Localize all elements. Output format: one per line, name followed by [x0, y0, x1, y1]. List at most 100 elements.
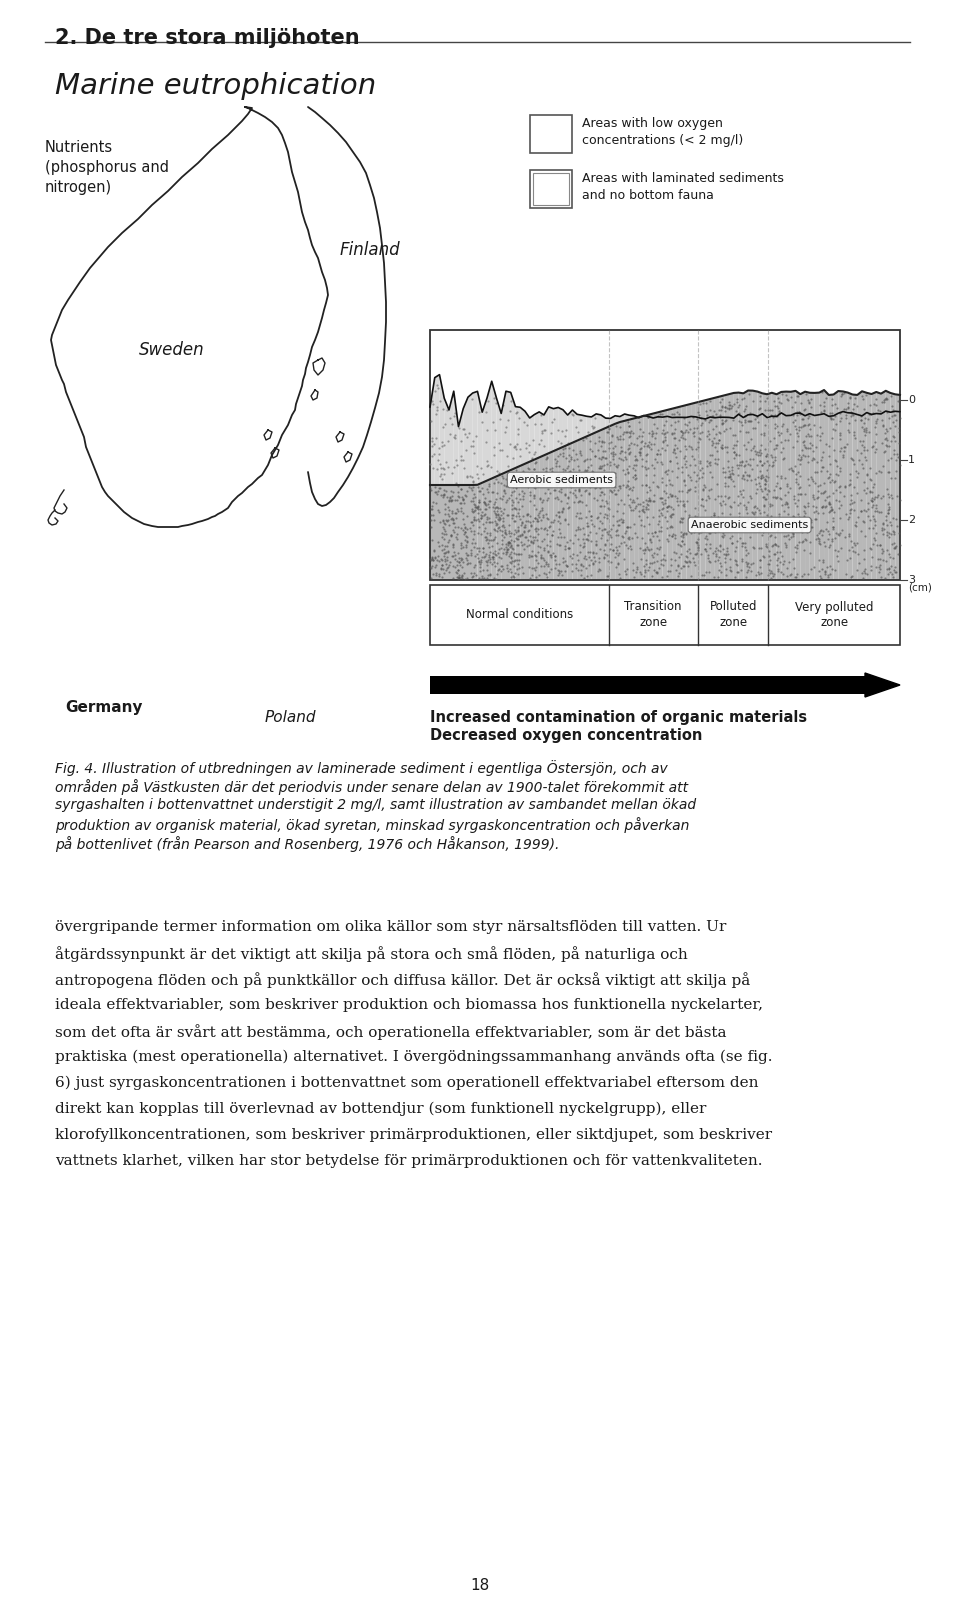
Text: Normal conditions: Normal conditions	[466, 608, 573, 621]
Text: Nutrients
(phosphorus and
nitrogen): Nutrients (phosphorus and nitrogen)	[45, 140, 169, 194]
Polygon shape	[587, 416, 591, 437]
Polygon shape	[477, 392, 482, 485]
Polygon shape	[464, 485, 468, 579]
Polygon shape	[729, 393, 733, 579]
Polygon shape	[672, 408, 677, 579]
Text: 2: 2	[908, 515, 915, 525]
Polygon shape	[606, 425, 611, 579]
Text: övergripande termer information om olika källor som styr närsaltsflöden till vat: övergripande termer information om olika…	[55, 920, 727, 934]
Polygon shape	[567, 443, 572, 579]
Polygon shape	[449, 392, 454, 485]
Polygon shape	[786, 392, 791, 579]
Polygon shape	[577, 414, 582, 441]
Polygon shape	[487, 478, 492, 579]
Polygon shape	[525, 411, 530, 464]
Polygon shape	[738, 393, 743, 579]
Polygon shape	[639, 416, 643, 417]
Polygon shape	[454, 392, 459, 485]
Polygon shape	[482, 480, 487, 579]
Polygon shape	[567, 409, 572, 445]
Polygon shape	[587, 435, 591, 579]
Polygon shape	[625, 419, 630, 579]
Polygon shape	[653, 412, 658, 579]
Polygon shape	[843, 392, 848, 579]
Polygon shape	[449, 485, 454, 579]
Text: direkt kan kopplas till överlevnad av bottendjur (som funktionell nyckelgrupp), : direkt kan kopplas till överlevnad av bo…	[55, 1103, 707, 1117]
Text: 3: 3	[908, 575, 915, 584]
Text: 6) just syrgaskoncentrationen i bottenvattnet som operationell effektvariabel ef: 6) just syrgaskoncentrationen i bottenva…	[55, 1075, 758, 1090]
Polygon shape	[591, 432, 596, 579]
Polygon shape	[601, 429, 606, 579]
Polygon shape	[648, 414, 653, 579]
Text: Poland: Poland	[264, 709, 316, 725]
Polygon shape	[720, 395, 725, 579]
Polygon shape	[596, 430, 601, 579]
Polygon shape	[630, 416, 635, 419]
Text: åtgärdssynpunkt är det viktigt att skilja på stora och små flöden, på naturliga : åtgärdssynpunkt är det viktigt att skilj…	[55, 945, 687, 961]
Text: Areas with low oxygen
concentrations (< 2 mg/l): Areas with low oxygen concentrations (< …	[582, 117, 743, 148]
Polygon shape	[824, 390, 828, 579]
Text: Marine eutrophication: Marine eutrophication	[55, 72, 376, 100]
Text: Very polluted
zone: Very polluted zone	[795, 600, 874, 629]
Polygon shape	[572, 409, 577, 443]
Polygon shape	[781, 392, 786, 579]
Text: antropogena flöden och på punktkällor och diffusa källor. Det är också viktigt a: antropogena flöden och på punktkällor oc…	[55, 973, 751, 987]
Polygon shape	[796, 392, 801, 579]
Polygon shape	[430, 377, 435, 485]
Bar	[430, 331, 900, 579]
Text: Anaerobic sediments: Anaerobic sediments	[691, 520, 808, 530]
Polygon shape	[501, 472, 506, 579]
Polygon shape	[530, 459, 535, 579]
Polygon shape	[477, 483, 482, 579]
Bar	[430, 676, 865, 693]
Polygon shape	[516, 406, 520, 469]
Polygon shape	[767, 393, 772, 579]
Polygon shape	[501, 392, 506, 473]
Polygon shape	[686, 404, 691, 579]
Polygon shape	[852, 395, 857, 579]
Polygon shape	[563, 409, 567, 446]
Polygon shape	[805, 392, 810, 579]
Text: praktiska (mest operationella) alternativet. I övergödningssammanhang används of: praktiska (mest operationella) alternati…	[55, 1050, 773, 1064]
Polygon shape	[492, 382, 496, 478]
Polygon shape	[710, 398, 715, 579]
Polygon shape	[464, 396, 468, 485]
Polygon shape	[862, 392, 867, 579]
Polygon shape	[496, 398, 501, 477]
Text: Germany: Germany	[65, 700, 142, 714]
Polygon shape	[691, 403, 696, 579]
Text: syrgashalten i bottenvattnet understigit 2 mg/l, samt illustration av sambandet : syrgashalten i bottenvattnet understigit…	[55, 798, 696, 812]
Text: Decreased oxygen concentration: Decreased oxygen concentration	[430, 729, 703, 743]
Polygon shape	[630, 419, 635, 579]
Text: Sweden: Sweden	[139, 340, 204, 360]
Polygon shape	[459, 485, 464, 579]
Polygon shape	[430, 485, 435, 579]
Polygon shape	[506, 392, 511, 472]
Polygon shape	[886, 390, 891, 579]
Text: Increased contamination of organic materials: Increased contamination of organic mater…	[430, 709, 807, 725]
Bar	[430, 331, 900, 579]
Polygon shape	[620, 414, 625, 422]
Polygon shape	[482, 398, 487, 483]
Polygon shape	[662, 409, 667, 579]
Polygon shape	[748, 390, 753, 579]
Polygon shape	[615, 422, 620, 579]
Polygon shape	[635, 417, 639, 579]
Polygon shape	[544, 453, 549, 579]
Text: Polluted
zone: Polluted zone	[709, 600, 756, 629]
Polygon shape	[743, 390, 748, 579]
Text: 2. De tre stora miljöhoten: 2. De tre stora miljöhoten	[55, 27, 360, 48]
Text: klorofyllkoncentrationen, som beskriver primärproduktionen, eller siktdjupet, so: klorofyllkoncentrationen, som beskriver …	[55, 1128, 772, 1143]
Polygon shape	[549, 406, 553, 453]
Polygon shape	[591, 414, 596, 435]
Polygon shape	[819, 390, 824, 579]
Polygon shape	[553, 408, 558, 451]
Polygon shape	[577, 438, 582, 579]
Text: på bottenlivet (från Pearson and Rosenberg, 1976 och Håkanson, 1999).: på bottenlivet (från Pearson and Rosenbe…	[55, 836, 560, 852]
Polygon shape	[872, 392, 876, 579]
Polygon shape	[611, 424, 615, 579]
Polygon shape	[828, 395, 833, 579]
Polygon shape	[540, 412, 544, 457]
Polygon shape	[857, 392, 862, 579]
Polygon shape	[643, 414, 648, 416]
